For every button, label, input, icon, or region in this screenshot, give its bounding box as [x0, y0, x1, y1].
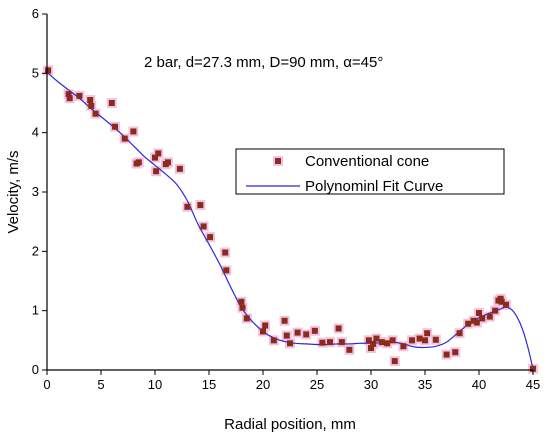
scatter-point: [424, 330, 431, 337]
x-tick-label: 25: [310, 377, 324, 392]
scatter-point: [294, 329, 301, 336]
scatter-point: [530, 365, 536, 372]
scatter-point: [498, 298, 505, 305]
scatter-point: [503, 301, 509, 308]
scatter-point: [479, 315, 486, 322]
scatter-point: [384, 340, 391, 347]
legend-marker-conventional-cone: [275, 158, 281, 164]
y-ticks: 0 1 2 3 4 5 6: [32, 6, 47, 377]
scatter-point: [486, 313, 493, 320]
y-tick-label: 5: [32, 65, 39, 80]
x-ticks: 0 5 10 15 20 25 30 35 40 45: [43, 370, 540, 392]
scatter-point: [283, 332, 290, 339]
scatter-point: [303, 331, 310, 338]
scatter-point: [45, 67, 52, 74]
x-tick-label: 35: [418, 377, 432, 392]
scatter-point: [368, 345, 374, 352]
scatter-point: [200, 223, 207, 230]
scatter-point: [155, 150, 162, 157]
scatter-point: [112, 123, 119, 130]
scatter-point: [238, 298, 245, 305]
scatter-point: [176, 165, 183, 172]
scatter-point: [207, 234, 214, 241]
scatter-point: [222, 249, 229, 256]
scatter-point: [422, 337, 428, 344]
y-axis-title: Velocity, m/s: [5, 150, 22, 233]
scatter-point: [262, 322, 269, 329]
y-tick-label: 2: [32, 243, 39, 258]
y-tick-label: 0: [32, 362, 39, 377]
scatter-point: [365, 337, 372, 344]
scatter-point: [346, 346, 353, 353]
scatter-point: [373, 335, 380, 342]
scatter-point: [76, 92, 83, 99]
scatter-point: [287, 340, 293, 347]
scatter-point: [378, 339, 385, 346]
scatter-point: [239, 304, 246, 311]
scatter-point: [470, 317, 477, 324]
scatter-point: [66, 95, 73, 102]
scatter-point: [452, 349, 459, 356]
annotation-text: 2 bar, d=27.3 mm, D=90 mm, α=45°: [144, 54, 383, 71]
x-tick-label: 40: [472, 377, 486, 392]
scatter-point: [476, 310, 482, 317]
scatter-point: [311, 327, 318, 334]
scatter-point: [223, 267, 230, 274]
scatter-point: [456, 330, 463, 337]
scatter-point: [270, 337, 277, 344]
x-axis-title: Radial position, mm: [224, 416, 356, 433]
scatter-point: [65, 91, 72, 98]
scatter-point: [87, 97, 94, 104]
x-tick-label: 10: [148, 377, 162, 392]
scatter-point: [335, 325, 342, 332]
scatter-point: [153, 168, 160, 175]
scatter-point: [260, 328, 266, 335]
scatter-point: [130, 128, 137, 135]
scatter-point: [400, 343, 407, 350]
x-tick-label: 0: [43, 377, 50, 392]
x-tick-label: 15: [202, 377, 216, 392]
y-tick-label: 6: [32, 6, 39, 21]
scatter-point: [121, 135, 128, 142]
scatter-point: [492, 307, 499, 314]
legend-label-conventional-cone: Conventional cone: [305, 153, 429, 170]
scatter-point: [391, 358, 398, 365]
scatter-point: [243, 315, 250, 322]
scatter-point: [319, 339, 326, 346]
scatter-point: [432, 336, 439, 343]
scatter-point: [473, 319, 480, 326]
x-tick-label: 45: [526, 377, 540, 392]
scatter-point: [370, 340, 377, 347]
scatter-point: [338, 339, 345, 346]
scatter-point: [389, 337, 396, 344]
scatter-point: [135, 159, 142, 166]
y-tick-label: 4: [32, 125, 39, 140]
scatter-point: [281, 317, 288, 324]
scatter-point: [416, 335, 423, 342]
plot-marks: [43, 65, 538, 374]
y-tick-label: 3: [32, 184, 39, 199]
scatter-point: [92, 110, 99, 117]
scatter-point: [409, 337, 416, 344]
scatter-point: [152, 154, 158, 161]
x-tick-label: 20: [256, 377, 270, 392]
legend-label-fit-curve: Polynominl Fit Curve: [305, 178, 443, 195]
scatter-point: [326, 339, 333, 346]
scatter-point: [88, 102, 95, 109]
fit-curve-line: [46, 71, 534, 369]
scatter-point: [164, 159, 171, 166]
x-tick-label: 30: [364, 377, 378, 392]
scatter-point: [443, 351, 450, 358]
scatter-point: [184, 203, 191, 210]
scatter-point: [197, 202, 204, 209]
legend: Conventional cone Polynominl Fit Curve: [235, 148, 505, 195]
x-tick-label: 5: [97, 377, 104, 392]
scatter-point: [108, 100, 115, 106]
y-tick-label: 1: [32, 303, 39, 318]
scatter-point: [465, 320, 472, 327]
